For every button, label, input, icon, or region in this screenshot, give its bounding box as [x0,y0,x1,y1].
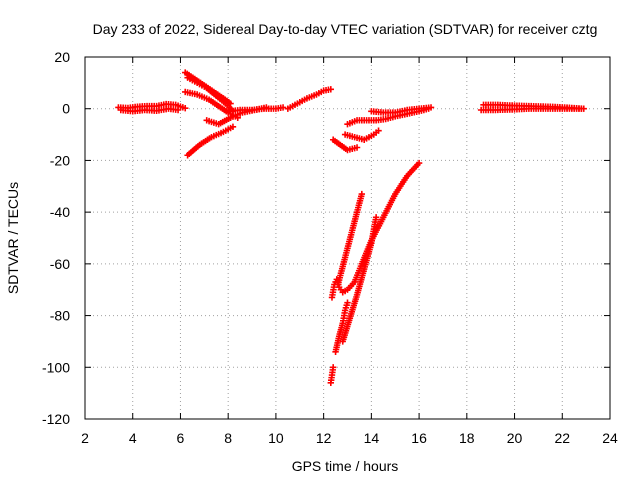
series-seg2 [117,105,182,115]
y-tick-label: -100 [42,359,70,375]
data-point [353,144,361,151]
data-point [578,105,585,112]
y-tick-label: -120 [42,411,70,427]
series-seg6 [184,123,237,159]
x-tick-label: 20 [507,430,523,446]
series-seg15 [332,299,351,355]
y-tick-label: 20 [54,49,70,65]
x-axis-label: GPS time / hours [292,458,399,474]
series-seg20 [477,105,585,114]
y-tick-label: -80 [50,308,70,324]
x-tick-label: 8 [224,430,232,446]
data-point [358,190,366,198]
x-tick-label: 6 [177,430,185,446]
y-tick-label: -60 [50,256,70,272]
x-tick-label: 16 [411,430,427,446]
data-points [115,69,587,386]
series-seg10 [329,136,361,154]
y-axis-label: SDTVAR / TECUs [5,182,21,294]
x-tick-label: 2 [81,430,89,446]
series-seg13 [368,104,435,116]
x-tick-label: 14 [364,430,380,446]
data-point [327,86,334,93]
data-point [372,214,380,221]
data-point [329,364,337,371]
series-seg16 [328,159,423,301]
series-seg14 [327,364,337,386]
x-tick-label: 22 [554,430,570,446]
data-point [415,159,423,167]
y-tick-labels: -120 -100 -80 -60 -40 -20 0 20 [42,49,70,427]
data-point [174,106,182,114]
y-tick-label: -40 [50,204,70,220]
x-tick-label: 10 [268,430,284,446]
x-tick-label: 18 [459,430,475,446]
data-point [344,299,351,306]
x-tick-label: 12 [316,430,332,446]
series-seg17 [334,190,366,288]
data-point [229,123,237,131]
x-tick-labels: 2 4 6 8 10 12 14 16 18 20 22 24 [81,430,618,446]
grid-lines [85,57,610,419]
x-tick-label: 24 [602,430,618,446]
plot-frame [84,56,611,420]
data-point [427,104,435,111]
data-point [279,104,287,111]
axis-ticks [84,56,611,420]
y-tick-label: 0 [62,101,70,117]
data-point [375,127,382,134]
y-tick-label: -20 [50,152,70,168]
data-point [182,104,189,112]
series-seg9 [284,86,334,112]
chart-title: Day 233 of 2022, Sidereal Day-to-day VTE… [93,21,598,37]
series-seg8 [224,104,287,115]
x-tick-label: 4 [129,430,137,446]
series-seg11 [341,127,382,143]
series-seg18 [339,214,380,345]
